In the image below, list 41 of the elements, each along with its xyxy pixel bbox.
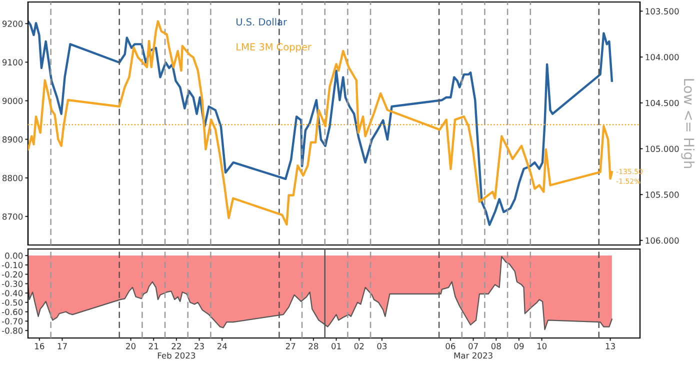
y-tick-label: 8700 [2,213,23,220]
x-tick-label: 06 [446,343,456,350]
y2-tick-label: 103.500 [646,8,679,14]
y2-tick-label: 105.500 [646,192,679,198]
y-tick-label: 8800 [2,174,23,182]
y-tick-label: 9200 [2,20,23,27]
x-tick-label: 17 [58,343,67,350]
x-tick-label: 03 [377,343,387,350]
y-tick-label: -0.40 [2,290,23,296]
y2-tick-label: 105.000 [646,146,679,152]
y-tick-label: 8900 [2,136,23,143]
y-tick-label: 0.00 [5,252,23,259]
x-tick-label: 21 [148,343,158,350]
y-tick-label: 9000 [2,98,23,104]
y-tick-label: -0.70 [2,318,23,324]
x-tick-label: 10 [537,343,547,350]
x-tick-label: 23 [194,343,204,350]
x-tick-label: 13 [606,343,615,350]
y-tick-label: 9100 [2,59,23,66]
y2-tick-label: 104.500 [646,100,679,106]
x-tick-label: 01 [332,343,341,350]
x-tick-label: 09 [514,343,524,350]
x-tick-label: 24 [217,343,227,350]
x-tick-label: 08 [491,343,501,350]
y-tick-label: -0.20 [2,271,23,278]
y-tick-label: -0.30 [2,280,23,287]
y-tick-label: -0.60 [2,308,23,316]
y-tick-label: -0.10 [2,262,23,268]
text: LME 3M Copper [236,43,312,52]
y2-tick-label: 104.000 [646,54,679,60]
y-tick-label: -0.50 [2,299,23,306]
x-tick-label: 07 Mar 2023 [454,343,492,359]
y2-tick-label: 106.000 [646,237,679,244]
y-tick-label: -0.80 [2,327,23,334]
y2-axis-title: Low <= High [681,79,695,168]
x-tick-label: 28 [308,343,318,350]
x-tick-label: 22 Feb 2023 [158,343,196,359]
x-tick-label: 20 [126,343,136,350]
x-tick-label: 27 [286,343,296,350]
x-tick-label: 02 [354,343,364,350]
x-tick-label: 16 [35,343,44,350]
